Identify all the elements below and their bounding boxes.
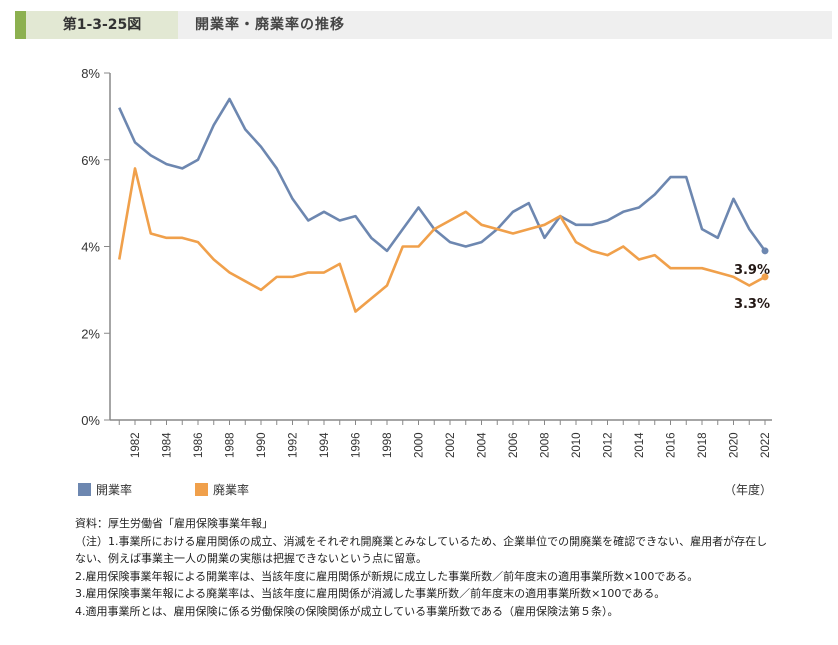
y-tick-label: 8% (81, 66, 100, 81)
x-tick-label: 1988 (225, 432, 237, 458)
x-tick-label: 1998 (382, 432, 394, 458)
series-line-2 (117, 167, 766, 313)
y-tick-label: 2% (81, 326, 100, 341)
end-value-label: 3.9% (734, 263, 770, 278)
figure-title: 開業率・廃業率の推移 (195, 17, 345, 33)
note-2: 2.雇用保険事業年報による開業率は、当該年度に雇用関係が新規に成立した事業所数／… (75, 569, 699, 583)
series-line-1 (118, 97, 767, 253)
data-point (761, 273, 769, 281)
x-tick-label: 2022 (760, 432, 772, 458)
y-tick-label: 4% (81, 240, 100, 255)
figure-number: 第1-3-25図 (26, 11, 178, 39)
x-tick-label: 2010 (571, 432, 583, 458)
end-value-label: 3.3% (734, 297, 770, 312)
x-tick-label: 1992 (288, 432, 300, 458)
x-tick-label: 1994 (319, 432, 331, 458)
x-tick-label: 2002 (445, 432, 457, 458)
notes: 資料：厚生労働省「雇用保険事業年報」 （注）1.事業所における雇用関係の成立、消… (75, 515, 775, 620)
x-tick-label: 2018 (697, 432, 709, 458)
x-tick-label: 2012 (603, 432, 615, 458)
x-tick-label: 2006 (508, 432, 520, 458)
note-3: 3.雇用保険事業年報による廃業率は、当該年度に雇用関係が消滅した事業所数／前年度… (75, 587, 666, 600)
x-tick-label: 2000 (414, 432, 426, 458)
x-tick-label: 2016 (666, 432, 678, 458)
x-tick-label: 2014 (634, 432, 646, 458)
legend-label: 開業率 (96, 482, 132, 497)
source-note: 資料：厚生労働省「雇用保険事業年報」 (75, 517, 273, 530)
x-axis-unit-label: （年度） (724, 482, 772, 497)
y-tick-label: 0% (81, 413, 100, 428)
header-accent-bar (15, 11, 26, 39)
note-4: 4.適用事業所とは、雇用保険に係る労働保険の保険関係が成立している事業所数である… (75, 604, 619, 618)
y-tick-label: 6% (81, 153, 100, 168)
x-tick-label: 1982 (130, 432, 142, 458)
data-point (761, 247, 769, 255)
x-tick-label: 1990 (256, 432, 268, 458)
x-tick-label: 1984 (162, 432, 174, 458)
note-1: （注）1.事業所における雇用関係の成立、消滅をそれぞれ開廃業とみなしているため、… (75, 534, 768, 566)
line-chart: 0% 2% 4% 6% 8% 1982 1984 1986 1988 1990 1992 1994 19… (78, 66, 772, 497)
legend-swatch (195, 483, 208, 496)
legend-swatch (78, 483, 91, 496)
legend-label: 廃業率 (213, 482, 249, 497)
figure-header: 第1-3-25図 開業率・廃業率の推移 (15, 11, 832, 39)
x-tick-label: 2008 (540, 432, 552, 458)
x-tick-label: 2004 (477, 432, 489, 458)
x-tick-label: 2020 (729, 432, 741, 458)
x-tick-label: 1996 (351, 432, 363, 458)
x-tick-label: 1986 (193, 432, 205, 458)
